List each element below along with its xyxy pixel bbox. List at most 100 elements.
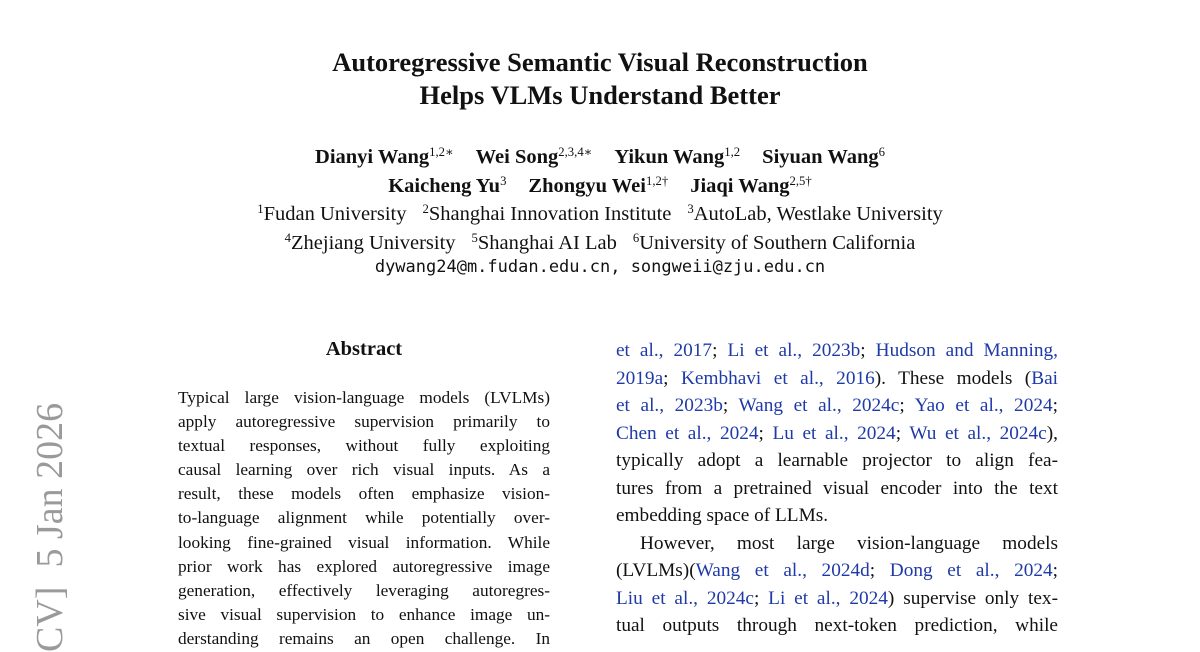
- citation-link[interactable]: Wang et al., 2024d: [695, 560, 870, 581]
- text-run: ;: [1052, 560, 1058, 581]
- affiliation-row: 4Zhejiang University 5Shanghai AI Lab 6Uni…: [0, 229, 1200, 258]
- affiliation-name: Fudan University: [263, 203, 407, 225]
- affiliation-row: 1Fudan University 2Shanghai Innovation In…: [0, 200, 1200, 229]
- abstract-line: sive visual supervision to enhance image…: [178, 604, 550, 624]
- citation-link[interactable]: 2019a: [616, 367, 664, 389]
- abstract-line: causal learning over rich visual inputs.…: [178, 460, 550, 480]
- affiliation-list: 1Fudan University 2Shanghai Innovation In…: [0, 200, 1200, 257]
- text-run: ),: [1046, 422, 1058, 444]
- author-name: Dianyi Wang: [315, 146, 430, 168]
- affiliation-name: AutoLab, Westlake University: [693, 203, 943, 225]
- citation-link[interactable]: Yao et al., 2024: [914, 395, 1053, 416]
- author-row: Kaicheng Yu3 Zhongyu Wei1,2† Jiaqi Wang2,5…: [0, 172, 1200, 201]
- abstract-line: textual responses, without fully exploit…: [178, 436, 550, 456]
- text-run: ;: [895, 422, 910, 444]
- author-list: Dianyi Wang1,2∗ Wei Song2,3,4∗ Yikun Wang1…: [0, 143, 1200, 200]
- affiliation-name: Shanghai Innovation Institute: [428, 203, 672, 225]
- text-run: ;: [722, 395, 739, 416]
- affiliation-number: 1: [257, 202, 264, 217]
- author-name: Yikun Wang: [614, 146, 725, 168]
- abstract-line: derstanding remains an open challenge. I…: [178, 628, 550, 648]
- text-line: tures from a pretrained visual encoder i…: [616, 475, 1058, 503]
- text-run: ;: [758, 422, 773, 444]
- text-run: ;: [869, 560, 890, 581]
- citation-link[interactable]: Chen et al., 2024: [616, 422, 759, 444]
- text-run: embedding space of LLMs.: [616, 505, 829, 526]
- body-column: et al., 2017; Li et al., 2023b; Hudson a…: [616, 337, 1058, 640]
- citation-link[interactable]: et al., 2023b: [616, 395, 723, 416]
- arxiv-stamp: CV] 5 Jan 2026: [29, 402, 71, 652]
- citation-link[interactable]: Li et al., 2024: [768, 587, 888, 609]
- text-run: tures from a pretrained visual encoder i…: [616, 477, 1058, 499]
- citation-link[interactable]: Wu et al., 2024c: [909, 422, 1047, 444]
- citation-link[interactable]: Dong et al., 2024: [889, 560, 1053, 581]
- paper-title: Autoregressive Semantic Visual Reconstru…: [0, 46, 1200, 112]
- affiliation-number: 2: [422, 202, 429, 217]
- author-name: Wei Song: [475, 146, 559, 168]
- text-line: et al., 2017; Li et al., 2023b; Hudson a…: [616, 337, 1058, 365]
- affiliation-name: Zhejiang University: [291, 231, 456, 254]
- author-row: Dianyi Wang1,2∗ Wei Song2,3,4∗ Yikun Wang1…: [0, 143, 1200, 172]
- author-affil: 3: [500, 173, 507, 188]
- abstract-line: Typical large vision-language models (LV…: [178, 388, 550, 407]
- title-line: Helps VLMs Understand Better: [419, 80, 781, 110]
- text-run: ) supervise only tex-: [887, 587, 1058, 609]
- text-line: Liu et al., 2024c; Li et al., 2024) supe…: [616, 585, 1058, 613]
- text-run: (LVLMs)(: [616, 560, 696, 581]
- abstract-line: looking fine-grained visual information.…: [178, 532, 550, 552]
- text-line: typically adopt a learnable projector to…: [616, 447, 1058, 475]
- text-run: ;: [753, 587, 769, 609]
- citation-link[interactable]: Lu et al., 2024: [772, 422, 896, 444]
- affiliation-name: Shanghai AI Lab: [477, 231, 617, 254]
- affiliation-number: 4: [284, 230, 292, 245]
- author-name: Zhongyu Wei: [528, 174, 646, 197]
- author-name: Jiaqi Wang: [690, 174, 790, 197]
- text-line: (LVLMs)(Wang et al., 2024d; Dong et al.,…: [616, 557, 1058, 585]
- abstract-text: Typical large vision-language models (LV…: [178, 386, 550, 651]
- text-line: However, most large vision-language mode…: [616, 530, 1058, 558]
- abstract-line: prior work has explored autoregressive i…: [178, 556, 550, 576]
- text-line: et al., 2023b; Wang et al., 2024c; Yao e…: [616, 392, 1058, 420]
- affiliation-number: 6: [632, 230, 640, 245]
- text-run: ;: [663, 367, 681, 389]
- abstract-line: generation, effectively leveraging autor…: [178, 580, 550, 600]
- text-run: ;: [899, 395, 915, 416]
- text-line: tual outputs through next-token predicti…: [616, 612, 1058, 640]
- abstract-line: apply autoregressive supervision primari…: [178, 412, 550, 432]
- text-run: ). These models (: [874, 367, 1032, 389]
- citation-link[interactable]: Kembhavi et al., 2016: [680, 367, 875, 389]
- text-line: 2019a; Kembhavi et al., 2016). These mod…: [616, 365, 1058, 393]
- affiliation-name: University of Southern California: [639, 231, 916, 254]
- email: dywang24@m.fudan.edu.cn, songweii@zju.ed…: [374, 257, 826, 277]
- citation-link[interactable]: Wang et al., 2024c: [738, 395, 900, 416]
- text-run: ;: [1052, 395, 1058, 416]
- text-run: typically adopt a learnable projector to…: [616, 450, 1058, 471]
- text-run: tual outputs through next-token predicti…: [616, 615, 1058, 636]
- author-name: Siyuan Wang: [762, 146, 879, 168]
- affiliation-number: 3: [687, 202, 694, 217]
- author-affil: 6: [878, 145, 885, 160]
- author-name: Kaicheng Yu: [388, 174, 501, 197]
- author-affil: 1,2: [724, 145, 741, 160]
- citation-link[interactable]: Li et al., 2023b: [727, 340, 861, 361]
- author-affil: 1,2∗: [429, 145, 454, 160]
- abstract-heading: Abstract: [325, 338, 403, 360]
- citation-link[interactable]: et al., 2017: [616, 340, 713, 361]
- abstract-line: result, these models often emphasize vis…: [178, 484, 550, 504]
- text-run: However, most large vision-language mode…: [640, 532, 1058, 554]
- text-run: ;: [860, 340, 876, 361]
- author-affil: 2,5†: [789, 173, 812, 188]
- author-affil: 2,3,4∗: [558, 145, 593, 160]
- paragraph: However, most large vision-language mode…: [616, 530, 1058, 640]
- text-line: Chen et al., 2024; Lu et al., 2024; Wu e…: [616, 420, 1058, 448]
- text-line: embedding space of LLMs.: [616, 502, 1058, 530]
- citation-link[interactable]: Hudson and Manning,: [875, 340, 1058, 361]
- citation-link[interactable]: Bai: [1031, 367, 1059, 389]
- affiliation-number: 5: [471, 230, 478, 245]
- abstract-line: to-language alignment while potentially …: [178, 508, 550, 528]
- paragraph: et al., 2017; Li et al., 2023b; Hudson a…: [616, 337, 1058, 530]
- text-run: ;: [712, 340, 728, 361]
- citation-link[interactable]: Liu et al., 2024c: [616, 587, 754, 609]
- author-affil: 1,2†: [645, 173, 669, 188]
